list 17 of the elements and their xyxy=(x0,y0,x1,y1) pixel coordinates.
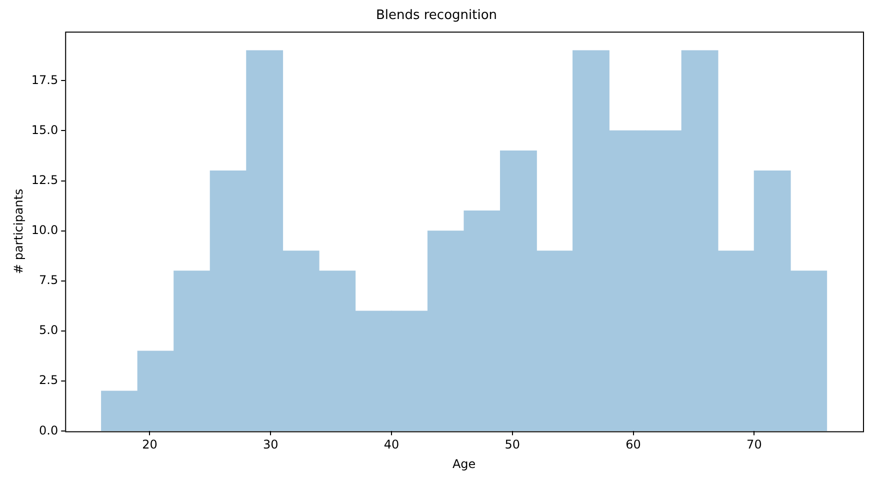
y-tick-label: 15.0 xyxy=(31,122,58,137)
y-tick-label: 12.5 xyxy=(31,172,58,187)
x-tick-label: 20 xyxy=(142,438,158,452)
y-tick-label: 0.0 xyxy=(39,423,58,438)
chart-title: Blends recognition xyxy=(376,8,498,24)
x-tick-label: 40 xyxy=(384,438,400,452)
y-tick-label: 5.0 xyxy=(39,323,58,338)
y-tick-label: 17.5 xyxy=(31,72,58,87)
x-tick-label: 70 xyxy=(746,438,762,452)
y-tick-label: 10.0 xyxy=(31,223,58,238)
x-tick-label: 60 xyxy=(626,438,641,452)
y-axis-title: # participants xyxy=(11,188,26,274)
x-tick-label: 30 xyxy=(262,438,278,452)
y-tick-label: 7.5 xyxy=(39,273,58,288)
x-tick-label: 50 xyxy=(504,438,520,452)
x-axis-title: Age xyxy=(452,456,476,471)
y-tick-label: 2.5 xyxy=(39,373,58,388)
